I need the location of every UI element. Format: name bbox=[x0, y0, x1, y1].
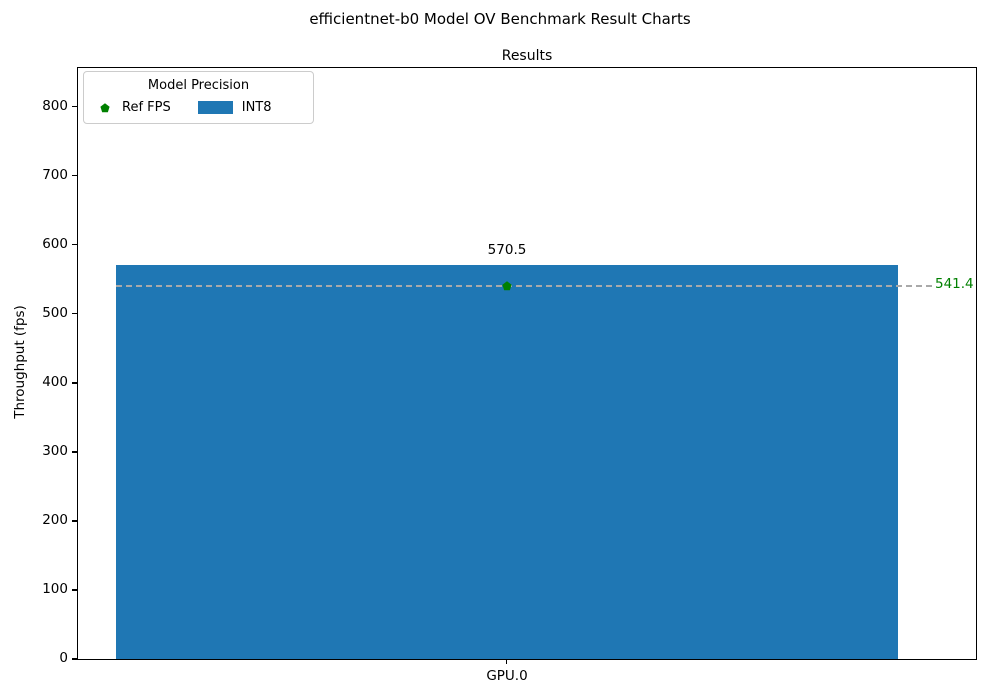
legend-patch-int8 bbox=[197, 101, 233, 114]
y-tick-mark bbox=[72, 589, 77, 591]
y-axis-label: Throughput (fps) bbox=[12, 305, 28, 419]
y-tick-mark bbox=[72, 658, 77, 660]
pentagon-icon bbox=[100, 102, 110, 112]
y-tick-label: 600 bbox=[42, 235, 68, 252]
y-tick-label: 200 bbox=[42, 511, 68, 528]
y-tick-label: 100 bbox=[42, 580, 68, 597]
y-tick-label: 0 bbox=[59, 650, 68, 666]
y-tick-label: 300 bbox=[42, 442, 68, 459]
legend-title: Model Precision bbox=[147, 78, 250, 93]
x-tick-mark bbox=[506, 660, 508, 664]
figure-title: efficientnet-b0 Model OV Benchmark Resul… bbox=[309, 10, 691, 28]
legend-row: Ref FPS INT8 bbox=[94, 100, 303, 115]
legend-label-int8: INT8 bbox=[241, 100, 272, 115]
plot-area: 570.5 541.4 GPU.0 Model Precision Ref FP… bbox=[42, 67, 977, 684]
y-tick-mark bbox=[72, 244, 77, 246]
bar-value-label: 570.5 bbox=[487, 242, 527, 259]
ref-value-label: 541.4 bbox=[935, 275, 974, 292]
legend: Model Precision Ref FPS INT8 bbox=[83, 71, 314, 124]
y-tick-mark bbox=[72, 382, 77, 384]
ref-line bbox=[116, 285, 934, 287]
y-tick-label: 500 bbox=[42, 304, 68, 321]
y-tick-label: 400 bbox=[42, 373, 68, 390]
y-tick-mark bbox=[72, 451, 77, 453]
y-tick-mark bbox=[72, 175, 77, 177]
axes-title: Results bbox=[501, 48, 553, 64]
ref-fps-marker bbox=[502, 281, 512, 291]
y-tick-mark bbox=[72, 106, 77, 108]
bar-int8 bbox=[116, 265, 898, 659]
y-tick-label: 800 bbox=[42, 97, 68, 114]
legend-label-ref-fps: Ref FPS bbox=[122, 100, 171, 115]
y-tick-label: 700 bbox=[42, 166, 68, 183]
x-tick-label: GPU.0 bbox=[486, 668, 528, 684]
y-tick-mark bbox=[72, 313, 77, 315]
y-tick-mark bbox=[72, 520, 77, 522]
